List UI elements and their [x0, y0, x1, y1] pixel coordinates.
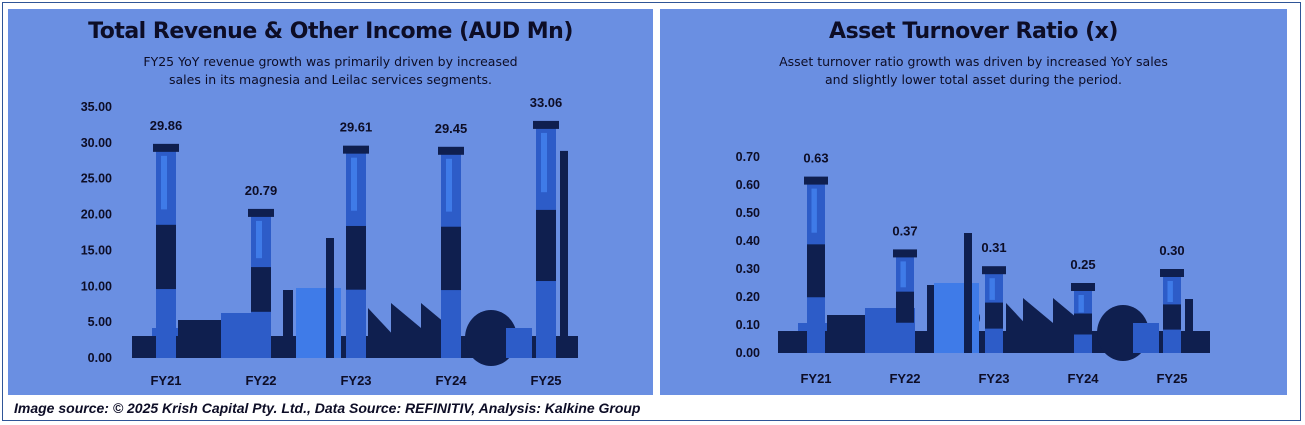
factory-building — [506, 328, 532, 358]
chimney-bar-fy21 — [153, 143, 233, 358]
chimney-highlight — [256, 220, 262, 259]
chimney-highlight — [811, 188, 817, 233]
image-source-footer: Image source: © 2025 Krish Capital Pty. … — [14, 400, 641, 416]
chimney-band — [156, 224, 176, 290]
data-label: 33.06 — [530, 95, 563, 110]
turnover-chart-title: Asset Turnover Ratio (x) — [829, 19, 1118, 44]
chimney-cap — [343, 145, 369, 154]
data-label: 0.25 — [1070, 257, 1095, 272]
data-label: 0.31 — [981, 240, 1006, 255]
y-tick-label: 0.00 — [88, 351, 112, 365]
turnover-chart-svg: 0.00 0.10 0.20 0.30 0.40 0.50 0.60 0.70 0.63 FY21… — [736, 150, 1210, 386]
x-category-label: FY23 — [978, 371, 1009, 386]
data-label: 29.61 — [340, 120, 373, 135]
revenue-chart-panel: Total Revenue & Other Income (AUD Mn) FY… — [8, 9, 653, 395]
chimney-bar-fy23 — [934, 233, 1034, 353]
chimney-cap — [533, 120, 559, 129]
revenue-chart-subtitle-line1: FY25 YoY revenue growth was primarily dr… — [143, 54, 518, 69]
chimney-band — [346, 225, 366, 290]
y-tick-label: 0.30 — [736, 262, 760, 276]
chimney-cap — [248, 208, 274, 217]
sawtooth-roof — [368, 308, 396, 358]
storage-dome — [465, 310, 517, 366]
chimney-band — [896, 291, 914, 323]
data-label: 29.86 — [150, 118, 183, 133]
y-tick-label: 0.20 — [736, 290, 760, 304]
chimney-cap — [982, 266, 1006, 275]
chimney-cap — [1071, 283, 1095, 291]
chimney-band — [1074, 313, 1092, 335]
y-tick-label: 0.40 — [736, 234, 760, 248]
data-label: 20.79 — [245, 183, 278, 198]
x-category-label: FY24 — [1067, 371, 1099, 386]
y-tick-label: 5.00 — [88, 315, 112, 329]
chimney-highlight — [351, 157, 357, 211]
turnover-chart-subtitle-line1: Asset turnover ratio growth was driven b… — [779, 54, 1168, 69]
chimney-highlight — [161, 155, 167, 210]
chimney-highlight — [989, 278, 995, 300]
chimney-highlight — [446, 158, 452, 212]
sawtooth-roof — [391, 303, 451, 358]
chimney-band — [441, 226, 461, 291]
chimney-band — [251, 267, 271, 312]
y-tick-label: 30.00 — [81, 136, 112, 150]
y-tick-label: 0.70 — [736, 150, 760, 164]
x-category-label: FY21 — [150, 373, 181, 388]
chimney-cap — [153, 143, 179, 152]
x-category-label: FY23 — [340, 373, 371, 388]
x-category-label: FY24 — [435, 373, 467, 388]
chimney-band — [807, 244, 825, 298]
y-tick-label: 35.00 — [81, 100, 112, 114]
x-category-label: FY21 — [800, 371, 831, 386]
side-chimney — [927, 285, 937, 353]
revenue-chart-svg: 0.00 5.00 10.00 15.00 20.00 25.00 30.00 35.00 29… — [81, 95, 578, 388]
chimney-band — [536, 209, 556, 282]
factory-building — [296, 288, 341, 358]
y-tick-label: 0.50 — [736, 206, 760, 220]
chimney-highlight — [541, 132, 547, 193]
chimney-cap — [438, 146, 464, 155]
y-tick-label: 25.00 — [81, 172, 112, 186]
factory-building — [934, 283, 979, 353]
x-category-label: FY25 — [530, 373, 561, 388]
y-tick-label: 0.10 — [736, 318, 760, 332]
chimney-highlight — [1167, 281, 1173, 302]
data-label: 29.45 — [435, 121, 468, 136]
chimney-highlight — [900, 261, 906, 288]
revenue-chart-title: Total Revenue & Other Income (AUD Mn) — [88, 19, 573, 44]
lattice-tower — [560, 150, 568, 358]
turnover-chart-subtitle-line2: and slightly lower total asset during th… — [824, 72, 1123, 87]
revenue-chart-subtitle-line2: sales in its magnesia and Leilac service… — [168, 72, 492, 87]
factory-building — [1133, 323, 1159, 353]
sawtooth-roof — [1023, 298, 1083, 353]
x-category-label: FY22 — [245, 373, 276, 388]
y-tick-label: 0.60 — [736, 178, 760, 192]
chimney-cap — [804, 176, 828, 185]
side-chimney — [283, 290, 293, 358]
chimney-bar-fy25 — [506, 120, 568, 359]
y-tick-label: 0.00 — [736, 346, 760, 360]
chimney-cap — [1160, 269, 1184, 277]
chimney-bar-fy24 — [391, 146, 517, 366]
y-tick-label: 20.00 — [81, 208, 112, 222]
turnover-chart-panel: Asset Turnover Ratio (x) Asset turnover … — [660, 9, 1287, 395]
chimney-bar-fy25 — [1133, 269, 1193, 353]
chimney-band — [1163, 304, 1181, 330]
chimney-highlight — [1078, 295, 1084, 313]
chimney-bar-fy23 — [296, 145, 396, 358]
data-label: 0.63 — [803, 151, 828, 166]
chimney-cap — [893, 249, 917, 258]
x-category-label: FY25 — [1156, 371, 1187, 386]
chimney-bar-fy24 — [1023, 283, 1149, 361]
y-tick-label: 10.00 — [81, 279, 112, 293]
data-label: 0.30 — [1159, 243, 1184, 258]
side-chimney — [326, 238, 334, 358]
x-category-label: FY22 — [889, 371, 920, 386]
side-chimney — [964, 233, 972, 353]
data-label: 0.37 — [892, 223, 917, 238]
lattice-tower — [1185, 299, 1193, 353]
y-tick-label: 15.00 — [81, 243, 112, 257]
chimney-band — [985, 302, 1003, 329]
